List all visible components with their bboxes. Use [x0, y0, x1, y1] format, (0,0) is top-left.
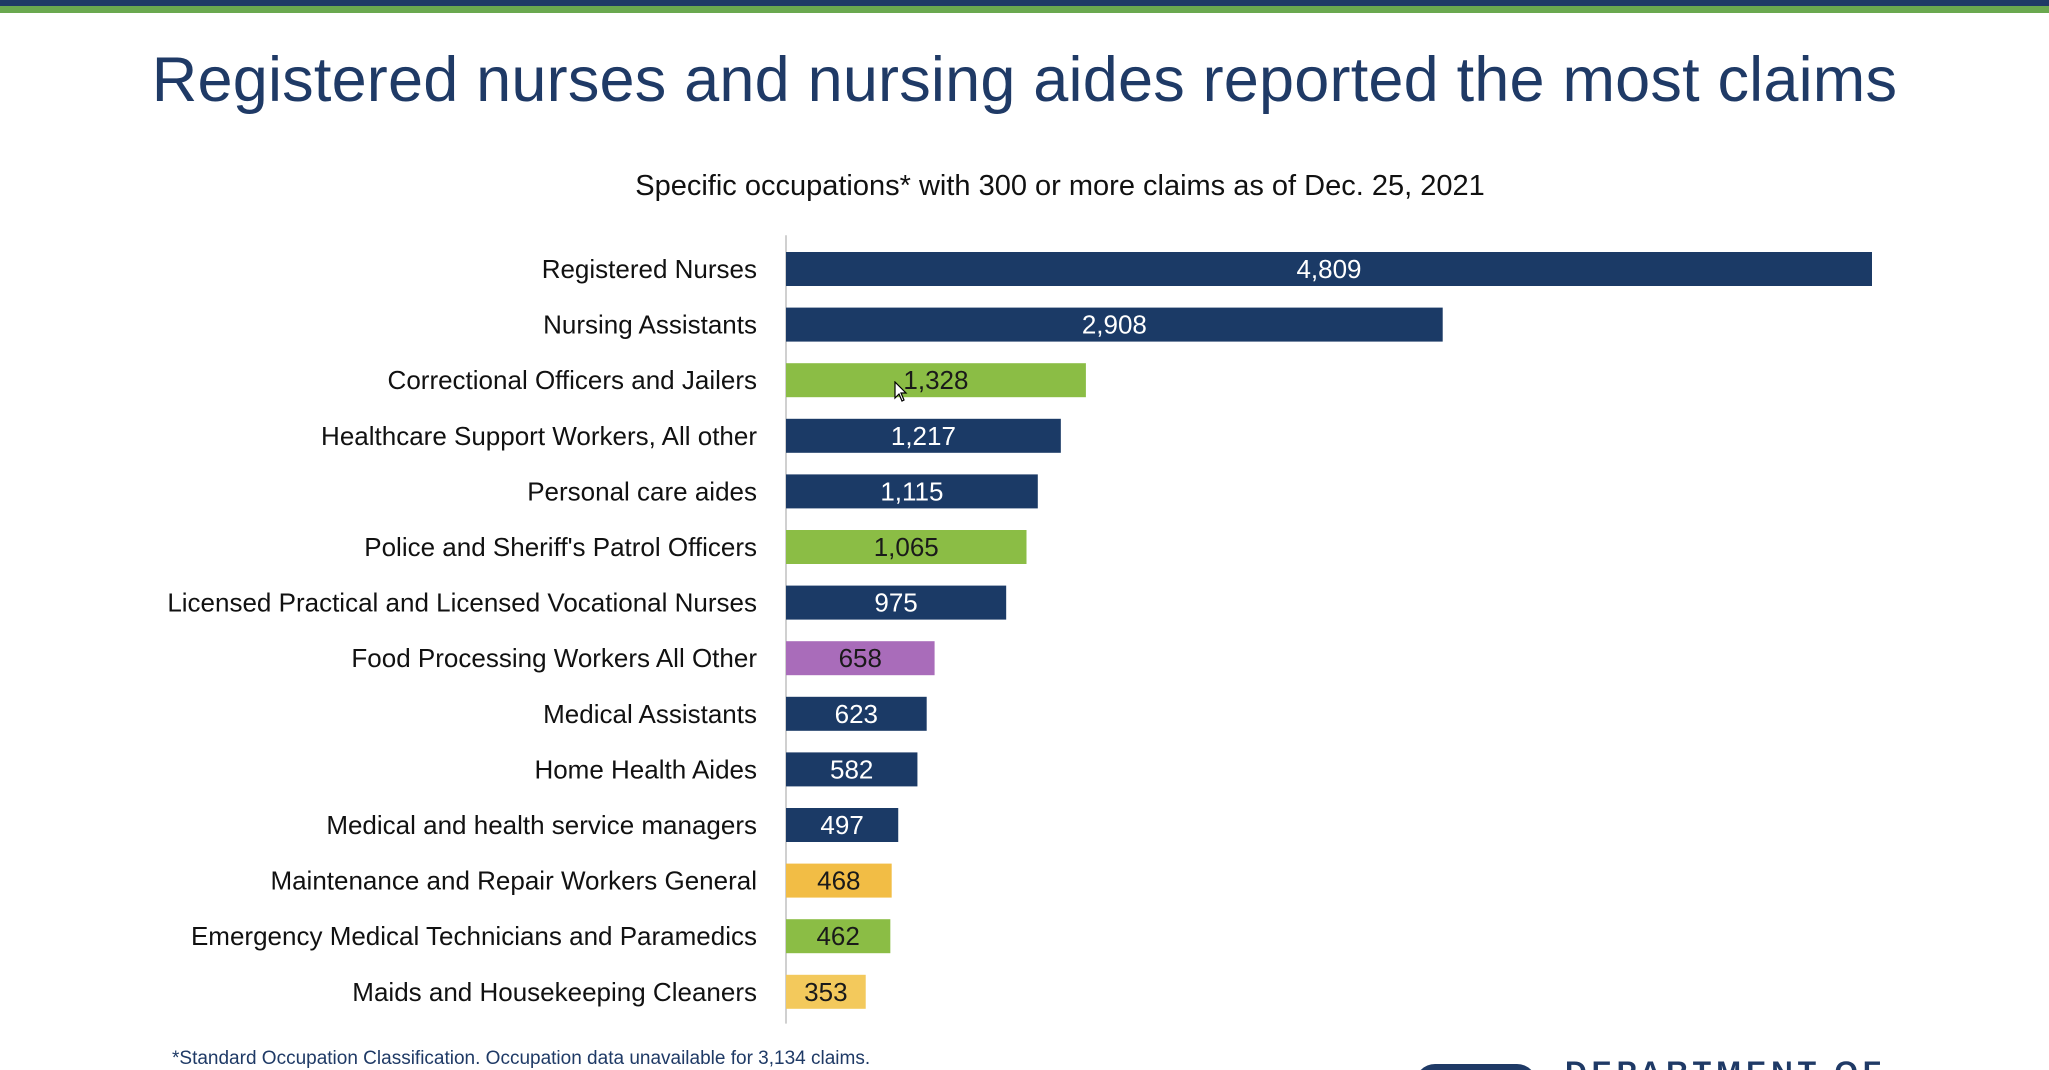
category-label: Emergency Medical Technicians and Parame… [191, 921, 757, 951]
category-label: Home Health Aides [534, 754, 757, 784]
data-label: 1,065 [874, 532, 939, 562]
category-label: Personal care aides [527, 476, 757, 506]
data-label: 2,908 [1082, 310, 1147, 340]
data-label: 353 [804, 977, 847, 1007]
department-logo: DEPARTMENT OF [1415, 1056, 1885, 1070]
data-label: 1,328 [903, 365, 968, 395]
data-label: 1,217 [891, 421, 956, 451]
data-label: 468 [817, 866, 860, 896]
chart-subtitle: Specific occupations* with 300 or more c… [635, 170, 1485, 202]
bar [786, 974, 866, 1009]
bar-chart: Registered Nurses 4,809 Nursing Assistants… [167, 235, 1872, 1024]
bar [786, 363, 1086, 398]
bar [786, 474, 1038, 509]
bar [786, 530, 1027, 564]
bar [786, 252, 1872, 286]
category-label: Correctional Officers and Jailers [388, 365, 757, 395]
bar [786, 808, 899, 842]
category-label: Medical and health service managers [326, 810, 757, 840]
slide-title: Registered nurses and nursing aides repo… [151, 45, 1898, 115]
category-label: Maids and Housekeeping Cleaners [352, 977, 757, 1007]
logo-mark [1415, 1064, 1537, 1070]
data-label: 4,809 [1296, 254, 1361, 284]
category-label: Food Processing Workers All Other [351, 643, 757, 673]
data-label: 582 [830, 754, 873, 784]
category-label: Nursing Assistants [543, 310, 757, 340]
bar [786, 641, 935, 676]
category-label: Medical Assistants [543, 699, 757, 729]
data-label: 1,115 [880, 476, 943, 506]
bar [786, 307, 1443, 342]
bar [786, 863, 892, 898]
footnote: *Standard Occupation Classification. Occ… [172, 1048, 871, 1069]
data-label: 975 [874, 588, 917, 618]
bar [786, 752, 918, 787]
category-label: Licensed Practical and Licensed Vocation… [167, 588, 757, 618]
category-label: Healthcare Support Workers, All other [321, 421, 757, 451]
category-label: Police and Sheriff's Patrol Officers [364, 532, 757, 562]
data-label: 497 [820, 810, 863, 840]
top-band-green [0, 6, 2049, 13]
bar [786, 585, 1007, 620]
data-label: 462 [816, 921, 859, 951]
category-label: Registered Nurses [542, 254, 757, 284]
top-band-blue [0, 0, 2049, 6]
mouse-cursor-icon [894, 381, 908, 402]
logo-text: DEPARTMENT OF [1565, 1056, 1885, 1070]
bar [786, 418, 1061, 453]
bar [786, 696, 927, 731]
data-label: 658 [839, 643, 882, 673]
data-label: 623 [835, 699, 878, 729]
category-label: Maintenance and Repair Workers General [270, 866, 757, 896]
bar [786, 919, 891, 954]
